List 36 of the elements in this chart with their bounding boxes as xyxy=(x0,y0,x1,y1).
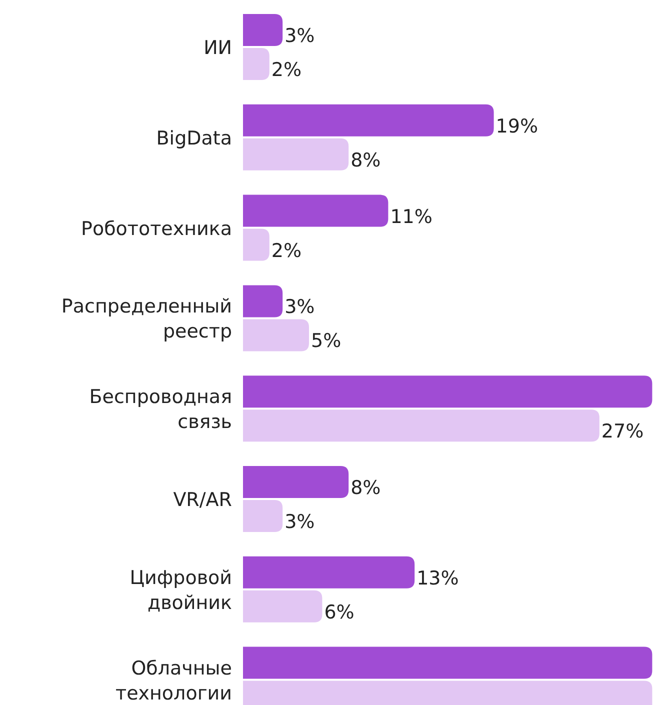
bar xyxy=(243,48,270,80)
data-label: 2% xyxy=(271,240,302,262)
bar xyxy=(243,228,270,261)
data-label: 27% xyxy=(601,420,644,443)
bar xyxy=(243,466,349,498)
bar xyxy=(243,376,652,408)
data-label: 8% xyxy=(350,149,381,172)
data-label: 3% xyxy=(284,511,315,533)
bar xyxy=(243,556,415,588)
bar xyxy=(243,590,322,622)
data-label: 3% xyxy=(284,296,315,318)
bar xyxy=(243,14,283,46)
data-label: 13% xyxy=(416,567,459,590)
bar xyxy=(243,285,283,318)
data-label: 2% xyxy=(271,59,302,81)
y-tick-label: Облачные технологии xyxy=(116,657,232,704)
y-tick-label: Распределенный реестр xyxy=(61,296,232,343)
y-tick-label: Цифровой двойник xyxy=(130,566,232,614)
bar xyxy=(243,319,309,352)
data-label: 8% xyxy=(350,477,381,499)
data-label: 19% xyxy=(496,115,538,138)
bar xyxy=(243,194,388,227)
y-tick-label: VR/AR xyxy=(173,489,232,511)
bar xyxy=(243,500,283,532)
bar xyxy=(243,138,349,170)
data-label: 3% xyxy=(284,25,315,47)
data-label: 5% xyxy=(311,330,342,352)
y-tick-label: BigData xyxy=(156,127,232,150)
bar xyxy=(243,410,600,442)
data-label: 11% xyxy=(390,206,432,228)
data-label: 6% xyxy=(324,601,354,624)
y-tick-label: Робототехника xyxy=(80,218,232,240)
y-tick-label: ИИ xyxy=(204,37,232,59)
bar xyxy=(243,104,494,136)
bar xyxy=(243,646,652,679)
y-tick-label: Беспроводная связь xyxy=(89,386,232,434)
